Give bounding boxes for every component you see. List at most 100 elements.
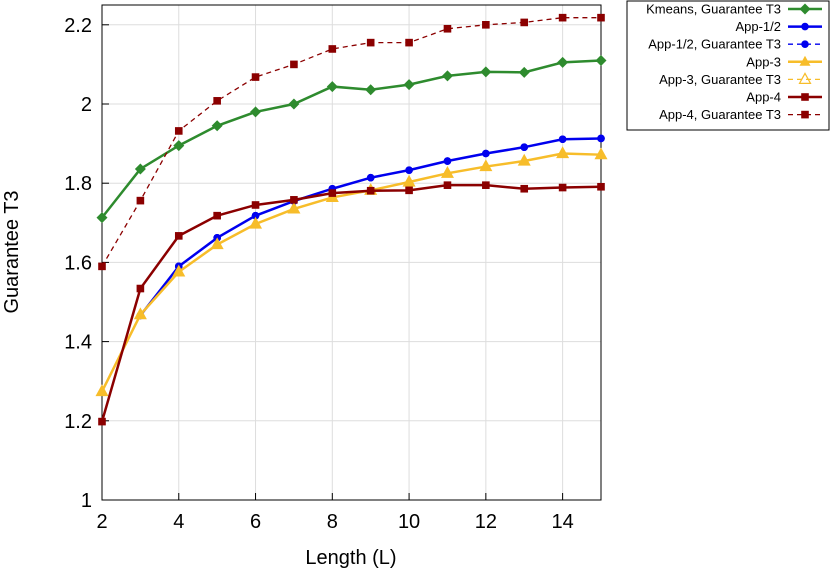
data-point [287, 201, 301, 214]
x-tick-label: 6 [250, 511, 261, 533]
data-point [251, 201, 260, 209]
series-line [101, 17, 601, 267]
data-point [518, 155, 530, 166]
data-point [174, 232, 183, 240]
legend-label: App-4, Guarantee T3 [659, 107, 781, 122]
x-tick-label: 12 [475, 511, 497, 533]
data-point [517, 153, 531, 166]
series-line [101, 152, 602, 392]
data-point [95, 384, 109, 397]
legend-label: App-3 [746, 54, 781, 69]
legend-marker [801, 22, 809, 31]
data-point [211, 238, 223, 249]
y-tick-label: 1.8 [64, 173, 92, 195]
data-point [173, 140, 185, 152]
data-point [290, 60, 298, 69]
data-point [328, 45, 337, 53]
data-point [403, 176, 415, 187]
data-point [250, 217, 262, 228]
series-6 [98, 13, 605, 271]
series-5 [98, 181, 605, 426]
series-1 [136, 134, 605, 320]
data-point [482, 149, 490, 158]
data-point [480, 66, 492, 78]
data-point [443, 157, 452, 165]
data-point [210, 237, 224, 250]
data-point [213, 211, 221, 220]
y-tick-label: 2 [81, 94, 92, 116]
y-axis-title: Guarantee T3 [1, 190, 23, 313]
data-point [556, 146, 570, 159]
x-tick-label: 4 [173, 511, 184, 533]
data-point [558, 13, 567, 22]
x-axis-title: Length (L) [305, 547, 396, 569]
data-point [595, 148, 607, 159]
series-layer [95, 13, 608, 426]
x-tick-label: 2 [96, 511, 107, 533]
legend-marker [801, 40, 809, 48]
data-point [136, 284, 145, 293]
data-point [251, 73, 260, 81]
data-point [134, 308, 146, 319]
data-point [482, 21, 490, 29]
legend-marker [799, 55, 811, 66]
data-point [441, 167, 453, 178]
data-point [405, 166, 413, 174]
legend-label: App-1/2 [735, 19, 781, 34]
data-point [136, 196, 145, 205]
legend-marker [801, 93, 809, 101]
data-point [366, 186, 375, 195]
legend-marker [799, 3, 811, 15]
data-point [595, 54, 607, 66]
data-point [251, 211, 260, 220]
data-point [249, 216, 263, 229]
legend-marker [801, 110, 809, 119]
data-point [402, 174, 416, 187]
data-point [288, 98, 300, 110]
data-point [557, 56, 569, 68]
data-point [443, 24, 452, 33]
plot-frame [101, 4, 602, 501]
data-point [133, 307, 147, 320]
legend-label: App-3, Guarantee T3 [659, 72, 781, 87]
data-point [403, 79, 415, 91]
x-tick-label: 14 [551, 511, 573, 533]
series-3 [96, 147, 607, 396]
data-point [597, 13, 605, 22]
data-point [480, 160, 492, 171]
data-point [213, 97, 221, 105]
data-point [98, 417, 106, 426]
data-point [366, 173, 375, 182]
data-point [98, 262, 106, 271]
legend-marker [798, 72, 812, 85]
data-point [211, 120, 223, 132]
data-point [326, 81, 338, 93]
legend: Kmeans, Guarantee T3 App-1/2 App-1/2, Guar… [626, 0, 830, 131]
series-line [139, 137, 602, 317]
data-point [594, 147, 608, 160]
data-point [405, 186, 413, 195]
series-line [100, 183, 602, 422]
data-point [518, 66, 530, 78]
data-point [134, 163, 146, 175]
data-point [558, 183, 567, 192]
series-0 [96, 54, 607, 224]
series-line [101, 59, 602, 219]
x-tick-label: 10 [398, 511, 420, 533]
data-point [520, 143, 529, 151]
y-tick-label: 1.2 [64, 411, 92, 433]
data-point [558, 135, 567, 144]
grid-lines [101, 5, 601, 501]
data-point [290, 196, 298, 204]
series-4 [95, 146, 608, 397]
legend-label: App-1/2, Guarantee T3 [648, 37, 781, 52]
axis-ticks: 2 4 6 8 10 12 14 1 1.2 1.4 1.6 1.8 2 2.2 [64, 15, 574, 533]
y-tick-label: 1.6 [64, 252, 92, 274]
data-point [479, 159, 493, 172]
series-line [139, 137, 602, 316]
data-point [365, 84, 377, 96]
data-point [405, 38, 413, 47]
data-point [96, 212, 108, 224]
y-tick-label: 1 [81, 490, 92, 512]
